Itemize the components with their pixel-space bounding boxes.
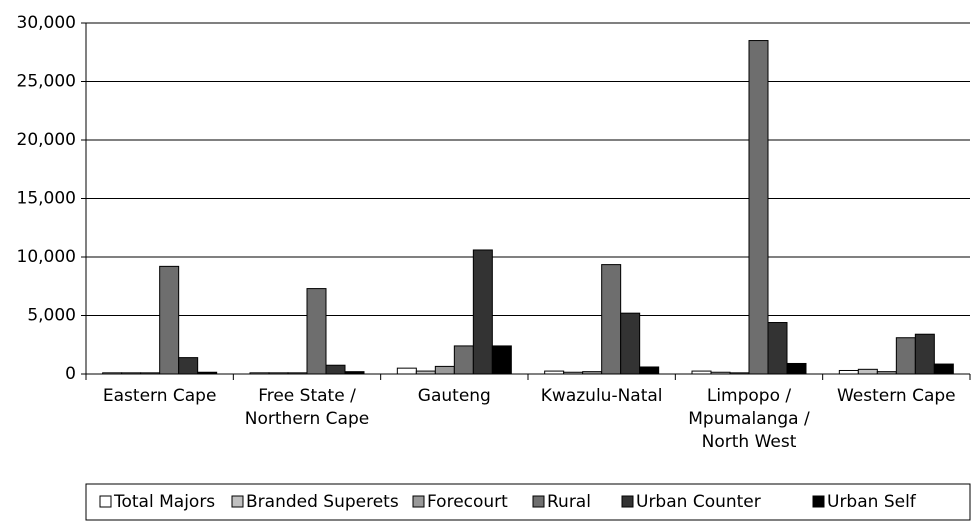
legend-label: Rural [547,492,591,512]
legend-label: Branded Superets [246,492,399,512]
bar [914,333,935,375]
y-tick-label: 15,000 [17,189,76,209]
legend-swatch [99,495,112,508]
y-tick-label: 20,000 [17,130,76,150]
y-tick-label: 30,000 [17,13,76,33]
legend-swatch [621,495,634,508]
legend-swatch [532,495,545,508]
bar [767,322,788,375]
bar [933,363,954,375]
legend-label: Urban Counter [636,492,761,512]
bar [786,362,807,375]
bar [838,369,859,375]
x-tick-label: Kwazulu-Natal [541,386,663,406]
bar [178,357,199,375]
legend-swatch [231,495,244,508]
bar [453,345,474,375]
bar [601,264,622,375]
y-tick-label: 0 [65,364,76,384]
bar [491,345,512,375]
y-tick-label: 5,000 [27,306,76,326]
y-tick-label: 10,000 [17,247,76,267]
x-tick-label: Western Cape [837,386,956,406]
x-tick-label: Eastern Cape [103,386,217,406]
x-tick-label: Mpumalanga / [688,409,810,429]
bar [639,366,660,375]
bar [159,265,180,375]
bar [620,312,641,375]
bar [857,368,878,375]
legend-label: Forecourt [427,492,508,512]
legend-swatch [812,495,825,508]
bar [396,367,417,375]
bar [434,365,455,375]
bar [748,40,769,375]
x-tick-label: Limpopo / [707,386,792,406]
x-tick-label: Free State / [258,386,356,406]
legend-label: Urban Self [827,492,917,512]
legend-label: Total Majors [113,492,215,512]
bar [895,337,916,375]
x-tick-label: Gauteng [418,386,491,406]
bar [306,288,327,375]
bar [325,364,346,375]
y-tick-label: 25,000 [17,72,76,92]
x-tick-label: North West [702,432,797,452]
legend-swatch [412,495,425,508]
bar [472,249,493,375]
x-tick-label: Northern Cape [245,409,369,429]
